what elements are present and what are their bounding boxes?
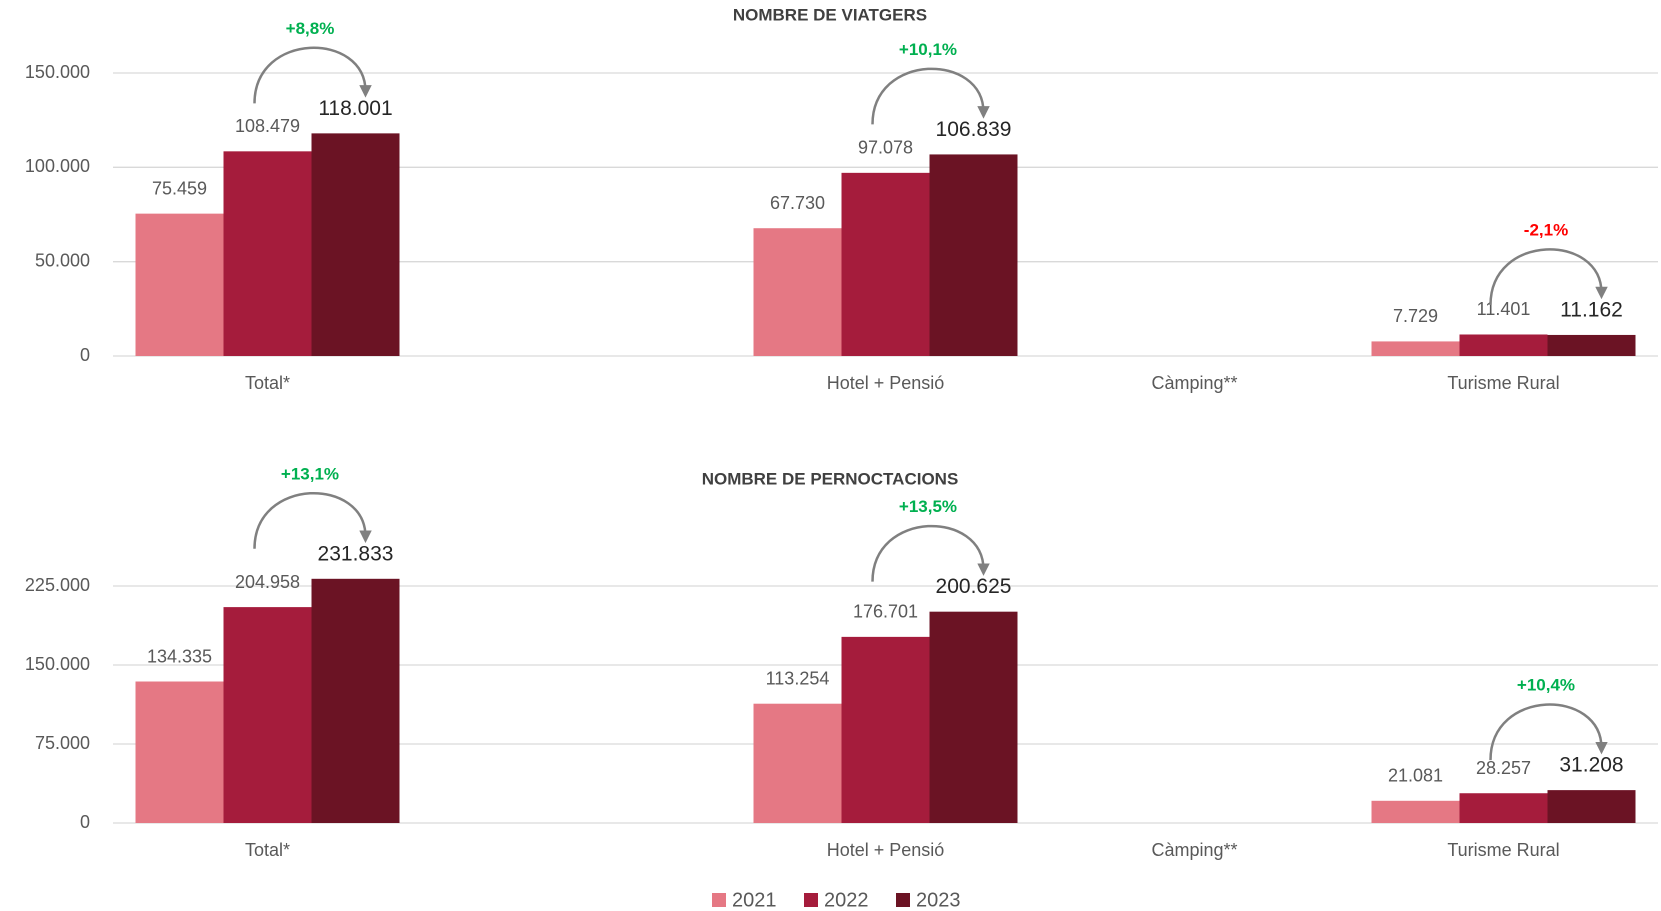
bar [135, 213, 224, 356]
value-label: 11.401 [1477, 299, 1531, 319]
value-label: 134.335 [147, 646, 212, 666]
x-tick-label: Turisme Rural [1447, 373, 1559, 393]
chart-title: NOMBRE DE PERNOCTACIONS [702, 469, 959, 488]
value-label: 176.701 [853, 602, 918, 622]
bar [929, 154, 1018, 356]
bar [1459, 334, 1548, 356]
value-label: 97.078 [858, 138, 913, 158]
value-label: 31.208 [1559, 754, 1623, 777]
x-tick-label: Càmping** [1151, 373, 1237, 393]
value-label: 28.257 [1476, 758, 1531, 778]
x-tick-label: Càmping** [1151, 840, 1237, 860]
annotation: +8,8% [286, 19, 335, 38]
legend-swatch [804, 893, 818, 907]
x-tick-label: Hotel + Pensió [827, 373, 945, 393]
value-label: 75.459 [152, 178, 207, 198]
bar [1459, 793, 1548, 823]
value-label: 11.162 [1560, 298, 1623, 321]
value-label: 106.839 [936, 118, 1012, 141]
x-tick-label: Turisme Rural [1447, 840, 1559, 860]
legend-label: 2022 [824, 889, 869, 911]
bar [1547, 790, 1636, 823]
bar [1371, 800, 1460, 823]
value-label: 231.833 [318, 542, 394, 565]
arrow [1489, 248, 1608, 305]
value-label: 204.958 [235, 572, 300, 592]
bar [753, 703, 842, 823]
value-label: 113.254 [766, 668, 830, 688]
y-tick-label: 150.000 [25, 654, 90, 674]
bar [1371, 341, 1460, 356]
bar [223, 151, 312, 356]
annotation: -2,1% [1524, 220, 1568, 239]
bar [841, 172, 930, 356]
bar [311, 133, 400, 356]
arrow [253, 46, 372, 104]
x-tick-label: Total* [245, 373, 290, 393]
bar [753, 228, 842, 356]
annotation: +13,5% [899, 497, 957, 516]
annotation: +10,4% [1517, 676, 1575, 695]
value-label: 67.730 [770, 193, 825, 213]
legend-label: 2021 [732, 889, 777, 911]
annotation: +10,1% [899, 40, 957, 59]
legend-swatch [896, 893, 910, 907]
legend-label: 2023 [916, 889, 961, 911]
y-tick-label: 100.000 [25, 156, 90, 176]
value-label: 21.081 [1388, 766, 1443, 786]
arrow [1489, 703, 1608, 761]
y-tick-label: 50.000 [35, 250, 90, 270]
legend-swatch [712, 893, 726, 907]
arrow [253, 492, 372, 549]
y-tick-label: 0 [80, 812, 90, 832]
value-label: 118.001 [318, 97, 392, 120]
value-label: 108.479 [235, 116, 300, 136]
value-label: 7.729 [1393, 306, 1438, 326]
bar [223, 607, 312, 823]
y-tick-label: 0 [80, 345, 90, 365]
annotation: +13,1% [281, 464, 339, 483]
x-tick-label: Hotel + Pensió [827, 840, 945, 860]
y-tick-label: 150.000 [25, 62, 90, 82]
bar [311, 578, 400, 823]
y-tick-label: 225.000 [25, 575, 90, 595]
value-label: 200.625 [936, 575, 1012, 598]
bar [929, 611, 1018, 823]
arrow [871, 524, 990, 582]
bar [1547, 334, 1636, 356]
bar [135, 681, 224, 823]
x-tick-label: Total* [245, 840, 290, 860]
bar [841, 636, 930, 823]
arrow [871, 67, 990, 125]
y-tick-label: 75.000 [35, 733, 90, 753]
chart-title: NOMBRE DE VIATGERS [733, 5, 927, 24]
